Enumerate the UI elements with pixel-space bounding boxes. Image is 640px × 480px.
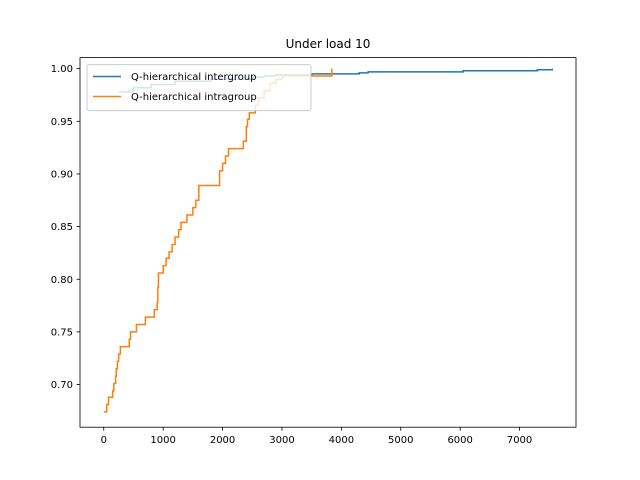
x-tick-label: 1000	[150, 435, 175, 446]
x-tick-label: 6000	[447, 435, 472, 446]
x-tick-label: 7000	[507, 435, 532, 446]
legend-box	[86, 64, 312, 112]
legend-label-2: Q-hierarchical intragroup	[131, 92, 257, 103]
axes-frame	[79, 57, 577, 428]
x-tick-label: 4000	[329, 435, 354, 446]
x-tick-label: 5000	[388, 435, 413, 446]
x-tick-label: 3000	[269, 435, 294, 446]
chart-title: Under load 10	[286, 37, 371, 51]
x-tick-label: 0	[101, 435, 107, 446]
y-tick-label: 0.80	[51, 275, 73, 286]
y-tick-label: 0.70	[51, 380, 73, 391]
y-tick-label: 0.75	[51, 327, 73, 338]
x-axis: 0 1000 2000 3000 4000 5000 6000 7000	[101, 427, 532, 446]
x-tick-label: 2000	[210, 435, 235, 446]
y-tick-label: 1.00	[51, 64, 73, 75]
legend: Q-hierarchical intergroup Q-hierarchical …	[86, 64, 312, 112]
y-axis: 0.70 0.75 0.80 0.85 0.90 0.95 1.00	[51, 64, 80, 391]
legend-label-1: Q-hierarchical intergroup	[131, 72, 257, 83]
y-tick-label: 0.85	[51, 222, 73, 233]
y-tick-label: 0.90	[51, 169, 73, 180]
y-tick-label: 0.95	[51, 117, 73, 128]
